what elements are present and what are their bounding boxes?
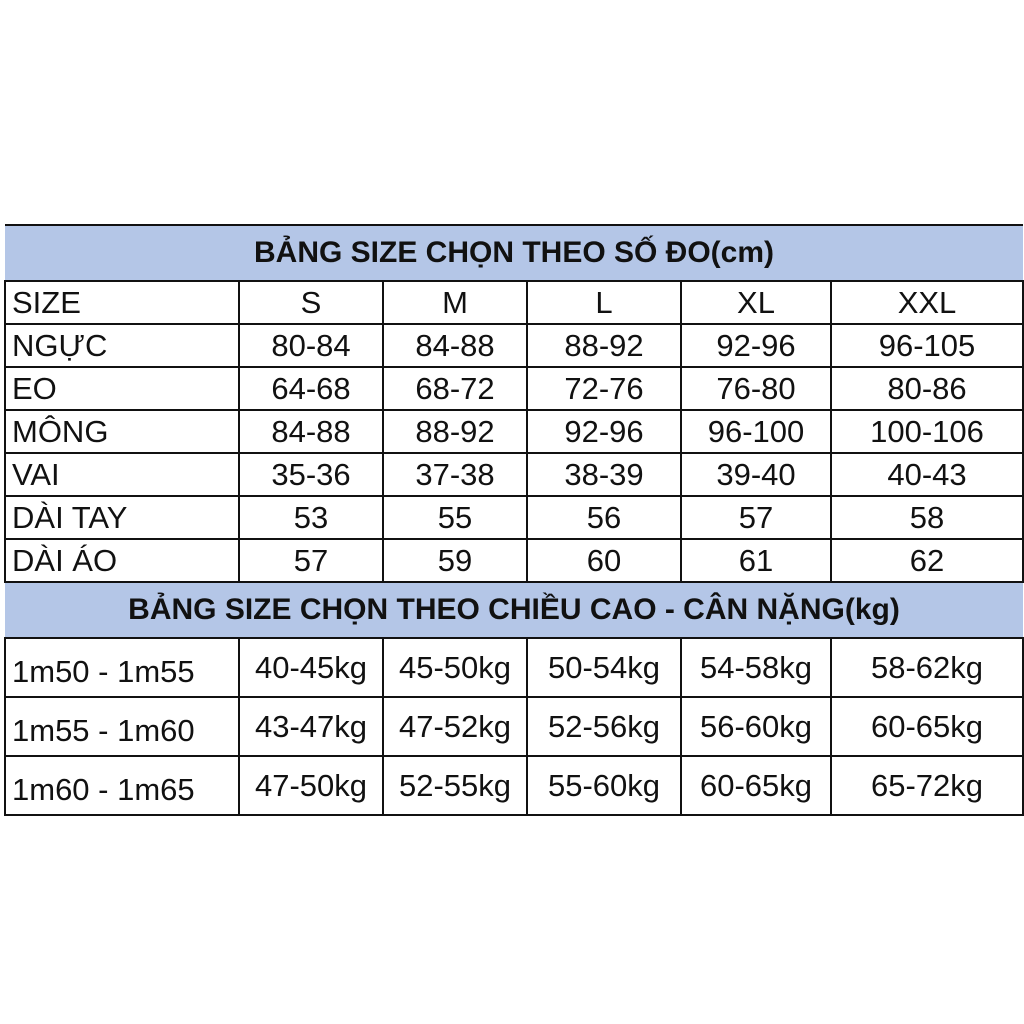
measurement-label: MÔNG — [4, 409, 240, 454]
measurement-value: 40-43 — [829, 452, 1024, 497]
weight-range: 60-65kg — [680, 755, 832, 816]
weight-range: 47-52kg — [382, 696, 528, 757]
measurement-value: 80-84 — [238, 323, 384, 368]
measurement-value: 72-76 — [526, 366, 682, 411]
size-label: SIZE — [4, 280, 240, 325]
height-range: 1m50 - 1m55 — [4, 637, 240, 698]
measurement-value: 80-86 — [829, 366, 1024, 411]
weight-range: 43-47kg — [238, 696, 384, 757]
height-weight-row: 1m50 - 1m55 40-45kg 45-50kg 50-54kg 54-58kg 5… — [4, 637, 1024, 698]
measurement-value: 59 — [382, 538, 528, 583]
measurement-value: 96-100 — [680, 409, 832, 454]
measurement-value: 39-40 — [680, 452, 832, 497]
size-column-header: XL — [680, 280, 832, 325]
height-weight-row: 1m55 - 1m60 43-47kg 47-52kg 52-56kg 56-60kg 6… — [4, 696, 1024, 757]
measurement-value: 61 — [680, 538, 832, 583]
measurement-value: 38-39 — [526, 452, 682, 497]
measurement-value: 60 — [526, 538, 682, 583]
measurement-label: DÀI ÁO — [4, 538, 240, 583]
measurement-value: 57 — [680, 495, 832, 540]
size-column-header: M — [382, 280, 528, 325]
measure-table-title: BẢNG SIZE CHỌN THEO SỐ ĐO(cm) — [5, 224, 1024, 282]
weight-table-title-row: BẢNG SIZE CHỌN THEO CHIỀU CAO - CÂN NẶNG… — [5, 581, 1024, 639]
weight-range: 56-60kg — [680, 696, 832, 757]
measurement-label: VAI — [4, 452, 240, 497]
measurement-row: MÔNG 84-88 88-92 92-96 96-100 100-106 — [4, 409, 1024, 454]
measurement-value: 92-96 — [526, 409, 682, 454]
measurement-label: EO — [4, 366, 240, 411]
measurement-value: 58 — [829, 495, 1024, 540]
weight-range: 60-65kg — [829, 696, 1024, 757]
weight-range: 47-50kg — [238, 755, 384, 816]
size-column-header: XXL — [829, 280, 1024, 325]
measurement-value: 64-68 — [238, 366, 384, 411]
measurement-value: 68-72 — [382, 366, 528, 411]
measurement-row: DÀI TAY 53 55 56 57 58 — [4, 495, 1024, 540]
weight-table-title: BẢNG SIZE CHỌN THEO CHIỀU CAO - CÂN NẶNG… — [5, 581, 1024, 639]
weight-range: 45-50kg — [382, 637, 528, 698]
measurement-label: DÀI TAY — [4, 495, 240, 540]
weight-range: 50-54kg — [526, 637, 682, 698]
weight-range: 55-60kg — [526, 755, 682, 816]
weight-range: 40-45kg — [238, 637, 384, 698]
size-column-header: L — [526, 280, 682, 325]
measure-table-title-row: BẢNG SIZE CHỌN THEO SỐ ĐO(cm) — [5, 224, 1024, 282]
measurement-value: 55 — [382, 495, 528, 540]
measurement-value: 88-92 — [382, 409, 528, 454]
measurement-value: 76-80 — [680, 366, 832, 411]
size-column-header: S — [238, 280, 384, 325]
height-range: 1m55 - 1m60 — [4, 696, 240, 757]
measurement-label: NGỰC — [4, 323, 240, 368]
measurement-value: 88-92 — [526, 323, 682, 368]
weight-range: 52-55kg — [382, 755, 528, 816]
size-chart-table: BẢNG SIZE CHỌN THEO SỐ ĐO(cm) SIZE S M L XL XX… — [4, 224, 1024, 816]
height-weight-row: 1m60 - 1m65 47-50kg 52-55kg 55-60kg 60-65kg 6… — [4, 755, 1024, 816]
weight-range: 52-56kg — [526, 696, 682, 757]
measurement-row: VAI 35-36 37-38 38-39 39-40 40-43 — [4, 452, 1024, 497]
measurement-value: 96-105 — [829, 323, 1024, 368]
measurement-row: EO 64-68 68-72 72-76 76-80 80-86 — [4, 366, 1024, 411]
measurement-value: 92-96 — [680, 323, 832, 368]
weight-range: 54-58kg — [680, 637, 832, 698]
measurement-row: NGỰC 80-84 84-88 88-92 92-96 96-105 — [4, 323, 1024, 368]
height-range: 1m60 - 1m65 — [4, 755, 240, 816]
measurement-value: 56 — [526, 495, 682, 540]
measurement-value: 62 — [829, 538, 1024, 583]
size-header-row: SIZE S M L XL XXL — [4, 280, 1024, 325]
measurement-value: 35-36 — [238, 452, 384, 497]
measurement-value: 84-88 — [382, 323, 528, 368]
measurement-value: 84-88 — [238, 409, 384, 454]
weight-range: 65-72kg — [829, 755, 1024, 816]
measurement-value: 53 — [238, 495, 384, 540]
measurement-value: 100-106 — [829, 409, 1024, 454]
measurement-row: DÀI ÁO 57 59 60 61 62 — [4, 538, 1024, 583]
measurement-value: 37-38 — [382, 452, 528, 497]
measurement-value: 57 — [238, 538, 384, 583]
weight-range: 58-62kg — [829, 637, 1024, 698]
